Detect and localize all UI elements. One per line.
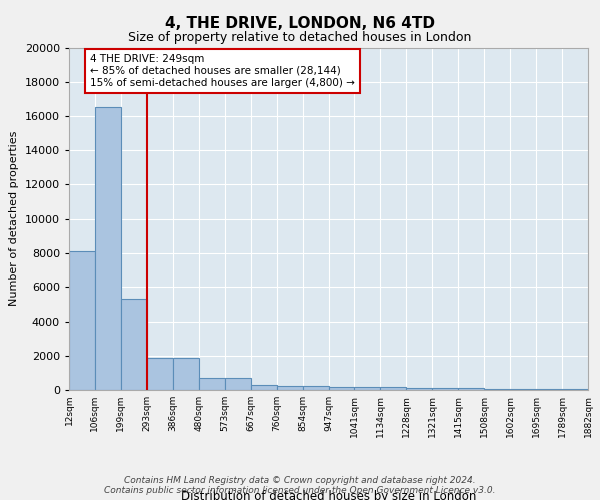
Bar bbox=[355, 387, 380, 390]
Bar bbox=[225, 378, 251, 390]
Bar bbox=[173, 358, 199, 390]
Y-axis label: Number of detached properties: Number of detached properties bbox=[9, 131, 19, 306]
Bar bbox=[251, 385, 277, 390]
Text: Contains HM Land Registry data © Crown copyright and database right 2024.
Contai: Contains HM Land Registry data © Crown c… bbox=[104, 476, 496, 495]
Bar bbox=[302, 386, 329, 390]
Bar bbox=[95, 108, 121, 390]
Text: 4 THE DRIVE: 249sqm
← 85% of detached houses are smaller (28,144)
15% of semi-de: 4 THE DRIVE: 249sqm ← 85% of detached ho… bbox=[90, 54, 355, 88]
Bar bbox=[433, 388, 458, 390]
Bar bbox=[562, 389, 588, 390]
Bar bbox=[406, 388, 432, 390]
Bar bbox=[69, 252, 95, 390]
Bar bbox=[121, 299, 147, 390]
Bar bbox=[380, 388, 406, 390]
Bar bbox=[277, 386, 302, 390]
Bar bbox=[329, 386, 355, 390]
Bar bbox=[510, 389, 536, 390]
Text: 4, THE DRIVE, LONDON, N6 4TD: 4, THE DRIVE, LONDON, N6 4TD bbox=[165, 16, 435, 31]
Text: Size of property relative to detached houses in London: Size of property relative to detached ho… bbox=[128, 31, 472, 44]
Bar bbox=[484, 388, 510, 390]
Bar bbox=[147, 358, 173, 390]
Bar bbox=[458, 388, 484, 390]
X-axis label: Distribution of detached houses by size in London: Distribution of detached houses by size … bbox=[181, 490, 476, 500]
Bar bbox=[199, 378, 224, 390]
Bar bbox=[536, 389, 562, 390]
